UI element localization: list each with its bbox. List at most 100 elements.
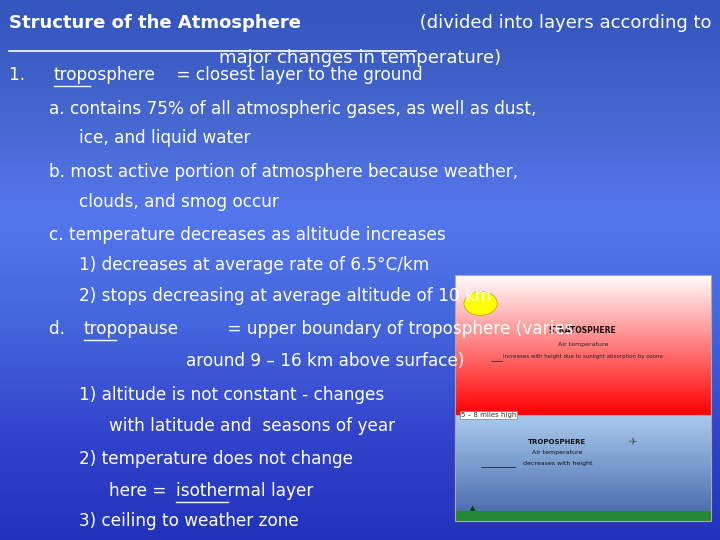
Bar: [0, 213, 720, 216]
Bar: [0, 270, 720, 273]
Bar: [0, 184, 720, 186]
Bar: [0, 348, 720, 351]
Bar: [0, 43, 720, 46]
Bar: [455, 393, 711, 394]
Text: ice, and liquid water: ice, and liquid water: [79, 130, 251, 147]
Bar: [0, 251, 720, 254]
Bar: [0, 119, 720, 122]
Bar: [455, 446, 711, 447]
Bar: [0, 402, 720, 405]
Bar: [455, 502, 711, 503]
Bar: [455, 428, 711, 429]
Bar: [455, 381, 711, 382]
Bar: [455, 509, 711, 510]
Bar: [455, 279, 711, 281]
Bar: [455, 500, 711, 502]
Bar: [455, 302, 711, 303]
Bar: [0, 240, 720, 243]
Bar: [0, 157, 720, 159]
Bar: [455, 293, 711, 295]
Bar: [455, 512, 711, 514]
Bar: [0, 340, 720, 343]
Bar: [0, 0, 720, 3]
Text: increases with height due to sunlight absorption by ozone: increases with height due to sunlight ab…: [503, 354, 663, 359]
Text: d.: d.: [49, 320, 71, 338]
Bar: [0, 332, 720, 335]
Text: c. temperature decreases as altitude increases: c. temperature decreases as altitude inc…: [49, 226, 446, 244]
Bar: [0, 526, 720, 529]
Bar: [455, 296, 711, 298]
Text: (divided into layers according to: (divided into layers according to: [414, 14, 711, 31]
Bar: [0, 459, 720, 462]
Bar: [0, 275, 720, 278]
Bar: [455, 303, 711, 305]
Text: 3) ceiling to weather zone: 3) ceiling to weather zone: [79, 512, 299, 530]
Bar: [0, 418, 720, 421]
Bar: [455, 477, 711, 479]
Text: 1) altitude is not constant - changes: 1) altitude is not constant - changes: [79, 386, 384, 404]
Bar: [455, 377, 711, 379]
Text: 2) temperature does not change: 2) temperature does not change: [79, 450, 354, 468]
Bar: [0, 197, 720, 200]
Bar: [455, 491, 711, 493]
Bar: [0, 189, 720, 192]
Text: = upper boundary of troposphere (varies: = upper boundary of troposphere (varies: [222, 320, 573, 338]
Bar: [0, 443, 720, 445]
Bar: [455, 495, 711, 496]
Bar: [0, 346, 720, 348]
Bar: [455, 519, 711, 521]
Text: around 9 – 16 km above surface): around 9 – 16 km above surface): [186, 352, 464, 370]
Bar: [0, 254, 720, 256]
Bar: [0, 256, 720, 259]
Bar: [455, 468, 711, 470]
Bar: [0, 167, 720, 170]
Bar: [0, 103, 720, 105]
Bar: [455, 498, 711, 500]
Bar: [455, 400, 711, 401]
Bar: [0, 181, 720, 184]
Bar: [455, 463, 711, 465]
Bar: [455, 363, 711, 364]
Bar: [0, 532, 720, 535]
Bar: [0, 408, 720, 410]
Bar: [0, 324, 720, 327]
Bar: [0, 246, 720, 248]
Bar: [0, 138, 720, 140]
Bar: [0, 400, 720, 402]
Bar: [0, 529, 720, 532]
Bar: [0, 292, 720, 294]
Bar: [455, 275, 711, 521]
Bar: [455, 305, 711, 307]
Bar: [455, 394, 711, 396]
Bar: [455, 417, 711, 419]
Bar: [0, 202, 720, 205]
Bar: [455, 370, 711, 372]
Bar: [0, 502, 720, 505]
Bar: [0, 230, 720, 232]
Bar: [0, 238, 720, 240]
Bar: [455, 288, 711, 289]
Bar: [0, 327, 720, 329]
Bar: [0, 267, 720, 270]
Bar: [455, 507, 711, 509]
Bar: [455, 414, 711, 415]
Bar: [0, 537, 720, 540]
Text: Structure of the Atmosphere: Structure of the Atmosphere: [9, 14, 301, 31]
Bar: [0, 472, 720, 475]
Bar: [0, 62, 720, 65]
Bar: [455, 493, 711, 495]
Text: 2) stops decreasing at average altitude of 10 km: 2) stops decreasing at average altitude …: [79, 287, 492, 305]
Bar: [0, 108, 720, 111]
Bar: [0, 262, 720, 265]
Bar: [0, 456, 720, 459]
Bar: [0, 35, 720, 38]
Bar: [0, 51, 720, 54]
Bar: [0, 305, 720, 308]
Bar: [0, 165, 720, 167]
Bar: [0, 286, 720, 289]
Bar: [455, 505, 711, 507]
Text: ▲: ▲: [470, 505, 476, 511]
Bar: [455, 456, 711, 458]
Text: here =: here =: [109, 482, 172, 500]
Bar: [0, 486, 720, 489]
